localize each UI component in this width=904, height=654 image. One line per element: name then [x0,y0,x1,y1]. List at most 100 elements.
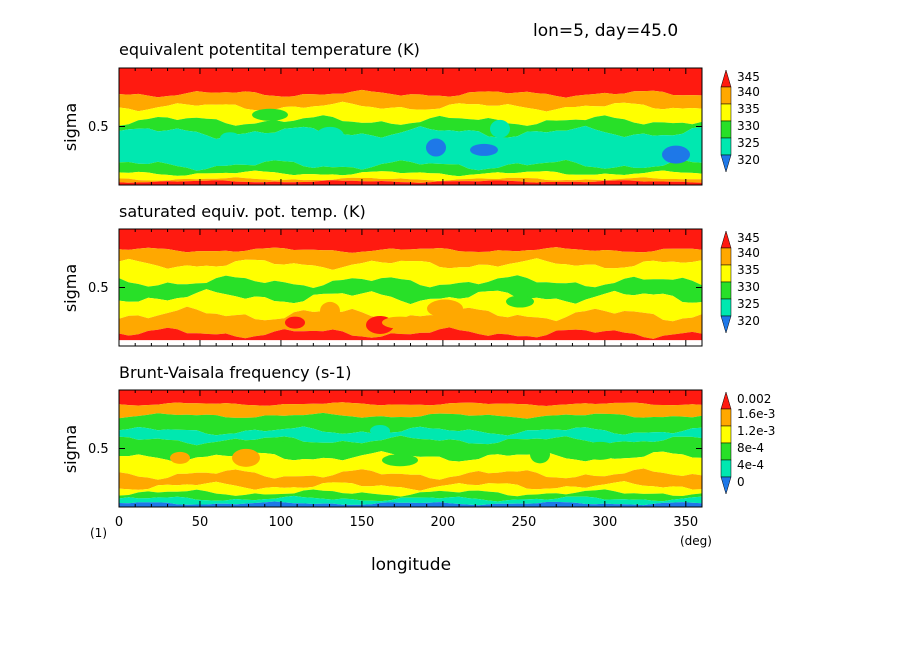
colorbar-label: 1.2e-3 [737,424,775,438]
colorbar-label: 0.002 [737,392,771,406]
x-tick-labels: 0 50 100 150 200 250 300 350 [115,515,698,530]
panel-2-ytick: 0.5 [88,281,109,296]
panel-1-ytick: 0.5 [88,120,109,135]
colorbar-swatch-green [720,281,732,300]
band-yellow-5 [119,451,702,480]
x-tick-label: 200 [430,515,455,530]
colorbar-label: 8e-4 [737,441,764,455]
colorbar-swatch-yellow [720,103,732,122]
colorbar-swatch-orange [720,408,732,427]
colorbar-swatch-yellow [720,425,732,444]
blob-cyan [580,132,600,145]
panel-2-ylabel: sigma [61,264,80,312]
band-red-0 [119,390,702,406]
blob-green [530,445,550,464]
band-green-3 [119,115,702,139]
panel-2-title: saturated equiv. pot. temp. (K) [119,202,366,221]
band-yellow-4 [119,289,702,322]
colorbar-swatch-cyan [720,137,732,156]
panel-3-ylabel: sigma [61,425,80,473]
blob-green [252,108,288,121]
band-orange-6 [119,468,702,491]
colorbar-swatch-orange [720,247,732,266]
blob-cyan [220,132,240,145]
header-info: lon=5, day=45.0 [533,21,678,41]
blob-green [382,454,418,467]
blob-red [285,316,305,329]
blob-green [278,440,306,453]
band-yellow-6 [119,170,702,182]
panel-1-heatmap [119,68,702,185]
colorbar-swatch-green [720,120,732,139]
colorbar-swatch-cyan [720,298,732,317]
panel-1-xticks [118,68,703,185]
colorbar-label: 345 [737,231,760,245]
band-cyan-3 [119,426,702,446]
band-yellow-7 [119,481,702,497]
colorbar-swatch-blue [720,154,732,173]
panel-2-xticks [118,229,703,346]
band-green-4 [119,435,702,463]
colorbar-swatch-yellow [720,264,732,283]
colorbar-label: 0 [737,475,745,489]
panel-3-title: Brunt-Vaisala frequency (s-1) [119,363,351,382]
colorbar-swatch-green [720,442,732,461]
band-green-5 [119,159,702,177]
blob-blue [470,143,498,156]
colorbar-label: 325 [737,297,760,311]
colorbar-label: 320 [737,314,760,328]
colorbar-label: 1.6e-3 [737,407,775,421]
figure-label: (1) [90,526,107,540]
band-red-0 [119,68,702,98]
band-orange-1 [119,402,702,419]
panel-2: saturated equiv. pot. temp. (K) sigma 0.… [61,202,760,347]
colorbar-swatch-orange [720,86,732,105]
x-axis-unit: (deg) [680,534,712,548]
colorbar-label: 4e-4 [737,458,764,472]
blob-orange [170,451,190,464]
panel-3-xticks [118,390,703,507]
x-tick-label: 0 [115,515,123,530]
band-red-0 [119,229,702,253]
blob-orange [320,301,340,320]
band-cyan-9 [119,495,702,506]
colorbar-swatch-blue [720,476,732,495]
blob-cyan [490,119,510,138]
band-yellow-2 [119,258,702,288]
x-tick-label: 50 [192,515,209,530]
x-tick-label: 300 [592,515,617,530]
colorbar-label: 325 [737,136,760,150]
band-red-6 [119,327,702,341]
band-orange-1 [119,89,702,112]
panel-3: Brunt-Vaisala frequency (s-1) sigma 0.5 … [61,363,775,508]
panel-3-heatmap [119,390,702,507]
band-green-3 [119,275,702,305]
band-green-8 [119,489,702,502]
blob-blue [662,145,690,164]
blob-orange [232,448,260,467]
panel-1-title: equivalent potentital temperature (K) [119,40,420,59]
colorbar-swatch-red [720,391,732,410]
band-green-2 [119,412,702,436]
colorbar-swatch-blue [720,315,732,334]
panel-1: equivalent potentital temperature (K) si… [61,40,760,186]
colorbar-swatch-red [720,230,732,249]
band-orange-7 [119,177,702,183]
blob-green [506,295,534,308]
colorbar-label: 340 [737,85,760,99]
colorbar-label: 335 [737,102,760,116]
colorbar-label: 340 [737,246,760,260]
colorbar-label: 345 [737,70,760,84]
blob-orange [382,316,418,329]
colorbar-label: 320 [737,153,760,167]
blob-cyan [542,131,578,150]
panel-3-ytick: 0.5 [88,442,109,457]
x-tick-label: 250 [511,515,536,530]
panel-1-ylabel: sigma [61,103,80,151]
colorbar-swatch-cyan [720,459,732,478]
colorbar-label: 335 [737,263,760,277]
x-tick-label: 350 [673,515,698,530]
